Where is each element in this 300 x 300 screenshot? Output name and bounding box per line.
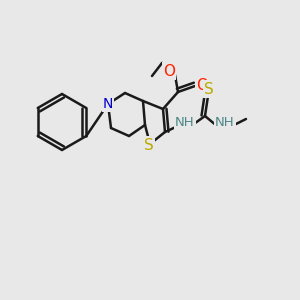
Text: S: S <box>204 82 214 97</box>
Text: O: O <box>163 64 175 79</box>
Text: O: O <box>196 79 208 94</box>
Text: NH: NH <box>215 116 235 128</box>
Text: N: N <box>103 97 113 111</box>
Text: NH: NH <box>175 116 195 128</box>
Text: S: S <box>144 137 154 152</box>
